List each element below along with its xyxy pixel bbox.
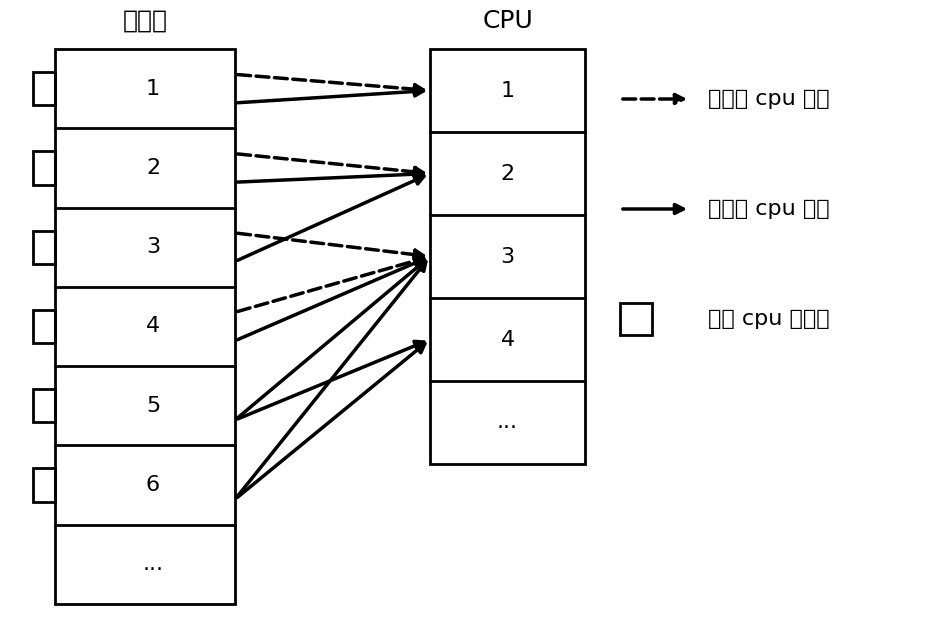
- Text: CPU: CPU: [482, 9, 532, 33]
- Bar: [430, 49, 585, 464]
- Text: 4: 4: [500, 329, 514, 350]
- Text: 5: 5: [146, 396, 160, 416]
- Text: 前一次 cpu 调度: 前一次 cpu 调度: [708, 89, 830, 109]
- Bar: [33, 230, 55, 264]
- Text: 线程 cpu 占用率: 线程 cpu 占用率: [708, 309, 830, 329]
- Text: 6: 6: [146, 475, 160, 495]
- Text: 线程号: 线程号: [123, 9, 167, 33]
- Text: 2: 2: [146, 158, 160, 178]
- Bar: [33, 469, 55, 502]
- Text: 4: 4: [146, 316, 160, 337]
- Text: 1: 1: [146, 79, 160, 98]
- Text: ...: ...: [143, 555, 163, 574]
- Text: 后一次 cpu 调度: 后一次 cpu 调度: [708, 199, 830, 219]
- Text: 3: 3: [146, 237, 160, 258]
- Bar: [33, 72, 55, 105]
- Bar: [55, 49, 235, 604]
- Bar: [33, 389, 55, 422]
- Bar: [620, 303, 652, 335]
- Bar: [33, 151, 55, 184]
- Text: 2: 2: [500, 163, 514, 183]
- Text: 3: 3: [500, 246, 514, 267]
- Bar: [33, 310, 55, 343]
- Text: 1: 1: [500, 80, 514, 100]
- Text: ...: ...: [497, 412, 518, 433]
